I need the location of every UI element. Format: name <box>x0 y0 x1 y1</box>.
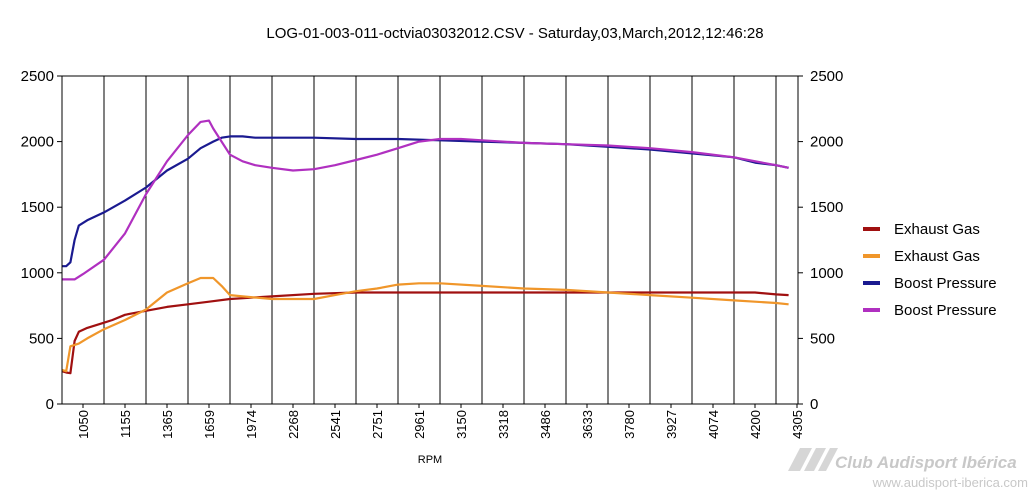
legend-label: Exhaust Gas <box>894 248 980 265</box>
series-line-2 <box>62 135 789 268</box>
y2-tick-label: 2500 <box>810 68 843 85</box>
series-line-3 <box>62 119 789 281</box>
y2-tick-label: 500 <box>810 330 835 347</box>
y-tick-label: 0 <box>46 396 54 413</box>
x-tick-label: 1659 <box>202 410 217 439</box>
y2-tick-label: 1000 <box>810 265 843 282</box>
watermark-stripes-icon <box>788 448 838 471</box>
gridlines <box>103 76 777 404</box>
x-tick-label: 3150 <box>454 410 469 439</box>
x-axis-title: RPM <box>418 454 442 466</box>
legend-label: Boost Pressure <box>894 275 997 292</box>
legend-label: Boost Pressure <box>894 302 997 319</box>
plot-area <box>61 75 799 405</box>
x-tick-label: 3780 <box>622 410 637 439</box>
watermark-url: www.audisport-iberica.com <box>872 475 1028 490</box>
x-tick-label: 3633 <box>580 410 595 439</box>
y-tick-label: 1500 <box>21 199 54 216</box>
x-tick-label: 2751 <box>370 410 385 439</box>
legend: Exhaust Gas Exhaust Gas Boost Pressure Boos… <box>863 221 997 319</box>
y-tick-label: 500 <box>29 330 54 347</box>
y2-tick-label: 1500 <box>810 199 843 216</box>
x-tick-label: 1974 <box>244 410 259 439</box>
axes: 0 500 1000 1500 2000 2500 0 500 1000 1500 2000 2500… <box>21 68 844 439</box>
series-lines <box>61 119 789 375</box>
chart-title: LOG-01-003-011-octvia03032012.CSV - Satu… <box>266 25 763 42</box>
x-tick-label: 1050 <box>76 410 91 439</box>
watermark-logo: Club Audisport Ibérica www.audisport-ibe… <box>788 448 1028 490</box>
x-tick-label: 4305 <box>790 410 805 439</box>
x-tick-label: 4074 <box>706 410 721 439</box>
y-tick-label: 1000 <box>21 265 54 282</box>
x-tick-label: 2541 <box>328 410 343 439</box>
x-tick-label: 3927 <box>664 410 679 439</box>
x-tick-label: 1365 <box>160 410 175 439</box>
x-tick-label: 2961 <box>412 410 427 439</box>
watermark-brand: Club Audisport Ibérica <box>835 453 1017 472</box>
y-tick-label: 2500 <box>21 68 54 85</box>
legend-label: Exhaust Gas <box>894 221 980 238</box>
x-tick-label: 3318 <box>496 410 511 439</box>
x-tick-label: 1155 <box>118 410 133 438</box>
series-line-1 <box>61 276 789 373</box>
x-tick-label: 3486 <box>538 410 553 439</box>
x-tick-label: 4200 <box>748 410 763 439</box>
y2-tick-label: 0 <box>810 396 818 413</box>
y-tick-label: 2000 <box>21 134 54 151</box>
x-tick-label: 2268 <box>286 410 301 439</box>
y2-tick-label: 2000 <box>810 134 843 151</box>
series-line-0 <box>61 291 789 375</box>
